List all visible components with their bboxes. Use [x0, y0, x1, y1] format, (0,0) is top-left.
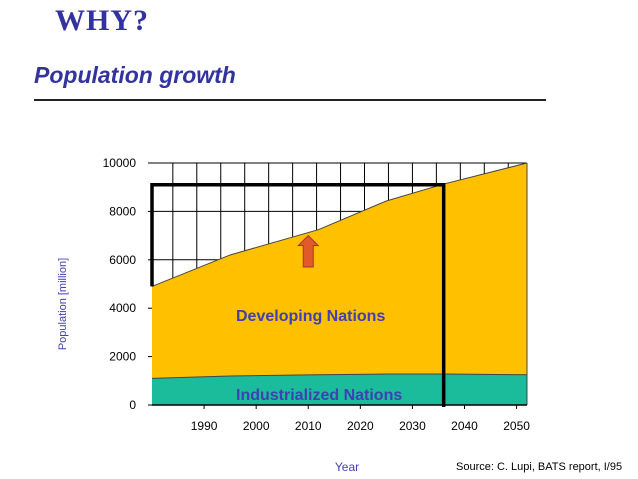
x-tick-label: 2030	[399, 419, 426, 433]
y-tick-label: 2000	[109, 350, 136, 364]
growth-arrow-icon	[297, 234, 320, 268]
slide-subtitle: Population growth	[34, 62, 236, 88]
series-label-developing: Developing Nations	[236, 308, 385, 325]
developing-top-line	[151, 162, 528, 287]
industrialized-nations-area	[152, 374, 527, 405]
source-note: Source: C. Lupi, BATS report, I/95	[456, 461, 623, 473]
x-tick-label: 2040	[451, 419, 478, 433]
title-divider	[34, 99, 546, 101]
area-layer	[151, 162, 528, 405]
label-layer: Developing Nations Industrialized Nations	[236, 308, 402, 404]
series-label-industrialized: Industrialized Nations	[236, 387, 402, 404]
y-axis-label: Population [million]	[57, 258, 69, 350]
y-tick-label: 6000	[109, 253, 136, 267]
annotation-layer	[150, 183, 446, 407]
y-tick-label: 0	[129, 398, 136, 412]
y-tick-label: 4000	[109, 301, 136, 315]
x-axis-label: Year	[335, 460, 359, 474]
x-tick-label: 1990	[191, 419, 218, 433]
slide-title: WHY?	[55, 4, 149, 37]
developing-nations-area	[152, 163, 527, 405]
highlight-box	[150, 183, 446, 407]
y-tick-label: 10000	[103, 156, 137, 170]
x-tick-label: 2050	[503, 419, 530, 433]
y-tick-label: 8000	[109, 204, 136, 218]
x-tick-label: 2010	[295, 419, 322, 433]
axis-layer: 0 2000 4000 6000 8000 10000 1990 2000 2010 2020 20…	[57, 156, 530, 474]
x-tick-label: 2000	[243, 419, 270, 433]
x-tick-label: 2020	[347, 419, 374, 433]
industrialized-top-line	[151, 373, 528, 379]
